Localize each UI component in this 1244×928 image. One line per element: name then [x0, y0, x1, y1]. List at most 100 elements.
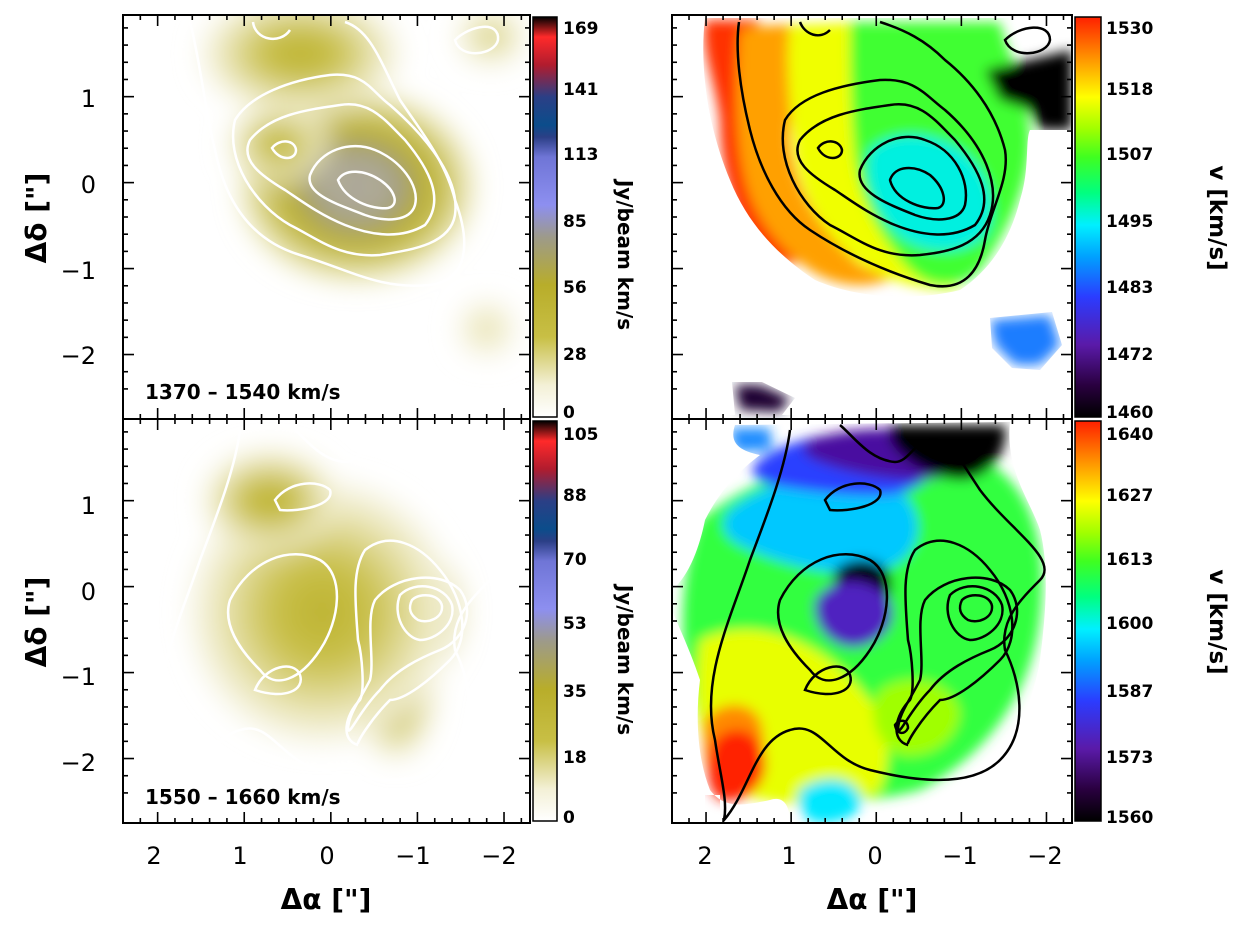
x-tick-label: 2 — [697, 842, 712, 870]
y-tick-label: 1 — [81, 85, 96, 113]
colorbar-tick: 1640 — [1106, 425, 1153, 445]
colorbar-tick: 1472 — [1106, 345, 1153, 365]
contour-level-1c — [226, 553, 339, 682]
y-tick-label: 0 — [81, 578, 96, 606]
contour-level-4 — [946, 585, 1004, 642]
vel-region-dark — [735, 385, 790, 412]
colorbar-tick: 169 — [563, 19, 599, 39]
contour-level-1 — [736, 20, 1008, 288]
colorbar-tick: 85 — [563, 212, 587, 232]
contour-level-3b — [270, 140, 298, 160]
vel-region-orange — [736, 25, 905, 285]
intensity-map-bottom — [123, 419, 530, 823]
contour-level-1c — [1003, 26, 1052, 55]
velocity-range-annotation: 1550 – 1660 km/s — [145, 785, 341, 809]
colorbar-tick: 1613 — [1106, 550, 1153, 570]
colorbar-label: v [km/s] — [1204, 165, 1230, 270]
contour-level-1 — [188, 20, 466, 287]
contour-level-5 — [888, 166, 946, 210]
x-axis-label: Δα ["] — [827, 883, 918, 916]
contour-level-1d — [803, 665, 852, 696]
panel-bottom-left — [123, 419, 530, 823]
x-tick-label: −1 — [395, 842, 430, 870]
contour-level-1b — [798, 21, 831, 37]
contour-level-2 — [781, 78, 995, 257]
intensity-map-top — [123, 15, 530, 419]
colorbar-label: Jy/beam km/s — [613, 178, 637, 330]
contour-level-4 — [308, 145, 418, 221]
colorbar-gradient — [532, 16, 558, 418]
vel-region-blue-nw — [730, 428, 772, 452]
velocity-mask — [672, 15, 1072, 415]
contour-level-3 — [246, 102, 436, 236]
contour-level-1c — [776, 553, 889, 682]
x-tick-label: −2 — [481, 842, 516, 870]
colorbar-tick: 1573 — [1106, 748, 1153, 768]
vel-region-purple-mid — [814, 581, 893, 648]
colorbar-tick: 18 — [563, 748, 587, 768]
colorbar-tick: 105 — [563, 425, 599, 445]
velocity-field-bottom — [672, 419, 1072, 823]
y-axis-top-left: 1 0 −1 −2 Δδ ["] — [20, 85, 96, 370]
colorbar-tick: 141 — [563, 80, 599, 100]
y-tick-label: 0 — [81, 171, 96, 199]
contour-level-1b — [251, 21, 292, 41]
vel-region-black-top — [890, 425, 1006, 480]
panel-top-left — [123, 15, 530, 419]
colorbar-label: v [km/s] — [1204, 569, 1230, 674]
colorbar-tick: 28 — [563, 345, 587, 365]
colorbar-top-right: 1530 1518 1507 1495 1483 1472 1460 v [km… — [1074, 16, 1230, 423]
y-tick-label: −1 — [61, 663, 96, 691]
vel-region-black — [985, 50, 1072, 130]
emission-blob — [482, 324, 492, 334]
y-axis-label: Δδ ["] — [20, 577, 53, 668]
colorbar-tick: 56 — [563, 278, 587, 298]
x-axis-bottom-right: 2 1 0 −1 −2 Δα ["] — [697, 842, 1062, 916]
colorbar-tick: 0 — [563, 808, 575, 828]
colorbar-tick: 1495 — [1106, 212, 1153, 232]
colorbar-tick: 1483 — [1106, 278, 1153, 298]
contour-level-1 — [709, 424, 1046, 823]
contour-level-4 — [396, 585, 454, 642]
colorbar-tick: 70 — [563, 550, 587, 570]
colorbar-tick: 1627 — [1106, 486, 1153, 506]
y-tick-label: 1 — [81, 492, 96, 520]
colorbar-tick: 1460 — [1106, 403, 1153, 423]
vel-region-cyan — [867, 135, 992, 251]
colorbar-gradient — [532, 420, 558, 822]
colorbar-tick: 1560 — [1106, 808, 1153, 828]
contour-level-3 — [896, 576, 1019, 732]
y-axis-bottom-left: 1 0 −1 −2 Δδ ["] — [20, 492, 96, 777]
contour-level-1d — [253, 665, 302, 696]
contours-bottom-left — [159, 424, 496, 821]
contour-level-2 — [895, 539, 1014, 747]
colorbar-tick: 113 — [563, 145, 599, 165]
colorbar-gradient — [1074, 420, 1102, 822]
colorbar-gradient — [1074, 16, 1102, 418]
contour-level-5 — [336, 170, 396, 210]
contour-level-1c — [453, 25, 500, 55]
x-tick-label: 2 — [146, 842, 161, 870]
colorbar-tick: 88 — [563, 486, 587, 506]
contour-level-3 — [346, 576, 469, 732]
emission-blob — [259, 492, 282, 509]
colorbar-tick: 1600 — [1106, 614, 1153, 634]
vel-region-cyan-sw — [798, 779, 861, 823]
x-tick-label: 0 — [319, 842, 334, 870]
contour-level-5 — [958, 593, 994, 623]
colorbar-tick: 53 — [563, 614, 587, 634]
y-tick-label: −2 — [61, 749, 96, 777]
emission-blob — [485, 32, 497, 41]
colorbar-tick: 1530 — [1106, 19, 1153, 39]
contour-level-4 — [858, 135, 968, 221]
colorbar-tick: 1587 — [1106, 682, 1153, 702]
contour-level-3b — [816, 140, 844, 160]
colorbar-tick: 35 — [563, 682, 587, 702]
contour-level-6 — [893, 719, 910, 735]
y-tick-label: −1 — [61, 257, 96, 285]
contour-level-1b — [823, 482, 882, 512]
y-axis-label: Δδ ["] — [20, 173, 53, 264]
colorbar-tick: 0 — [563, 403, 575, 423]
colorbar-label: Jy/beam km/s — [613, 583, 637, 735]
